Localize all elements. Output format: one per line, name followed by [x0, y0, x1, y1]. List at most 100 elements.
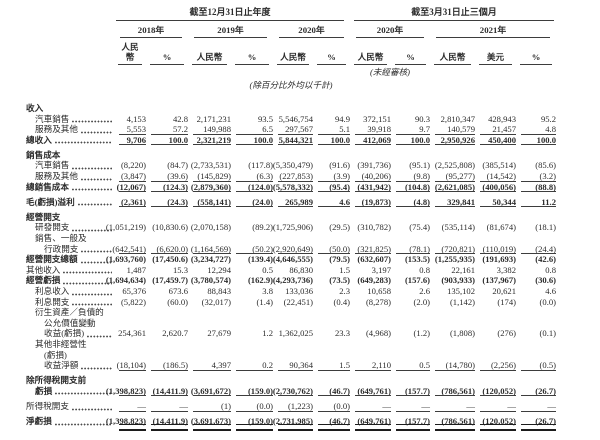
value-cell: (42.6)	[535, 254, 556, 265]
year-label: 2021年	[436, 25, 550, 38]
value-cell: (1.4)	[256, 296, 273, 307]
currency-unit-label: %	[150, 52, 184, 65]
value-cell: (2,621,085)	[430, 182, 475, 193]
currency-unit-label: 人民幣	[118, 42, 142, 65]
value-cell: 94.9	[334, 113, 350, 124]
leader-dots	[72, 120, 112, 124]
currency-unit-label: %	[235, 52, 269, 65]
value-cell: 39,918	[350, 124, 391, 135]
value-cell: 2,321,219	[188, 135, 231, 146]
value-cell: (157.6)	[404, 275, 430, 286]
row-label: 服務及其他	[26, 171, 114, 182]
value-cell: (321,825)	[350, 244, 391, 255]
value-cell: (120,052)	[475, 416, 516, 431]
value-cell: (0.0)	[313, 401, 350, 412]
row-label: 收益淨額	[26, 360, 114, 371]
value-cell: (120,052)	[475, 386, 516, 397]
value-cell: (29.5)	[329, 222, 350, 233]
value-cell: (2.0)	[413, 296, 430, 307]
value-cell: 20,621	[492, 286, 516, 296]
value-cell: (642,541)	[112, 243, 146, 254]
value-cell: (191,693)	[482, 254, 516, 265]
value-cell: (46.7)	[313, 386, 350, 397]
value-cell: (649,761)	[350, 386, 391, 397]
leader-dots	[77, 203, 112, 207]
value-cell: (145,829)	[188, 171, 231, 182]
value-cell: 3,197	[371, 264, 391, 275]
value-cell: 42.8	[172, 113, 188, 124]
value-cell: (91.6)	[329, 160, 350, 171]
row-label: 經營開支	[26, 211, 61, 222]
row-label: 銷售成本	[26, 149, 61, 160]
row-label: 汽車銷售	[26, 114, 114, 125]
value-cell: 5,553	[114, 124, 146, 135]
value-cell: 133,036	[285, 286, 313, 296]
value-cell: 265,989	[273, 197, 313, 208]
value-cell: (2,920,649)	[272, 243, 313, 254]
value-cell: (50.2)	[231, 244, 273, 255]
value-cell: (227,853)	[273, 171, 313, 182]
value-cell: (117.8)	[248, 160, 273, 171]
value-cell: 2.3	[339, 286, 350, 296]
value-cell: (1,142)	[449, 296, 475, 307]
value-cell: 3.8	[262, 286, 273, 296]
value-cell: (124.0)	[231, 182, 273, 193]
value-cell: (19,873)	[350, 197, 391, 208]
row-label: (虧損)	[44, 349, 67, 360]
financial-statement-table: 截至12月31日止年度 截至3月31日止三個月 2018年 2019年 2020年 2…	[26, 7, 586, 431]
value-cell: (4,968)	[365, 328, 391, 339]
table-row: 衍生資產／負債的	[26, 307, 586, 318]
value-cell: 90.3	[414, 113, 430, 124]
value-cell: 140,579	[430, 124, 475, 135]
value-cell: (649,283)	[357, 275, 391, 286]
value-cell: (3.2)	[516, 171, 556, 182]
row-label: 衍生資產／負債的	[35, 307, 104, 318]
value-cell: 9.7	[391, 124, 430, 135]
row-label: 淨虧損	[26, 416, 114, 427]
value-cell: 6.5	[231, 124, 273, 135]
year-row: 2018年 2019年 2020年 2020年 2021年	[26, 25, 586, 38]
value-cell: 4.6	[313, 197, 350, 208]
value-cell: 12,294	[207, 264, 231, 275]
value-cell: 0.8	[545, 264, 556, 275]
value-cell: (4.8)	[391, 197, 430, 208]
row-label: 除所得稅開支前	[26, 375, 87, 386]
leader-dots	[81, 250, 112, 254]
row-label: 服務及其他	[26, 124, 114, 135]
value-cell: 0.5	[262, 264, 273, 275]
leader-dots	[72, 292, 112, 296]
value-cell: 5.1	[313, 124, 350, 135]
value-cell: (73.5)	[329, 275, 350, 286]
value-cell: 3,382	[496, 264, 516, 275]
value-cell: —	[430, 401, 475, 412]
value-cell: 450,400	[475, 135, 516, 146]
value-cell: (8,220)	[120, 160, 146, 171]
table-row: 利息開支 (5,822) (60.0) (32,017) (1.4) (22,451) (0…	[26, 297, 586, 308]
value-cell: (24.0)	[231, 197, 273, 208]
value-cell: (14,411.9)	[146, 386, 188, 397]
value-cell: (5,578,332)	[272, 181, 313, 192]
value-cell: 15.3	[172, 264, 188, 275]
value-cell: 57.2	[146, 124, 188, 135]
row-label: 汽車銷售	[26, 160, 114, 171]
value-cell: (786,561)	[430, 416, 475, 431]
value-cell: 10,658	[367, 286, 391, 296]
value-cell: (39.6)	[146, 171, 188, 182]
row-label: 研發開支	[26, 222, 114, 233]
value-cell: (903,933)	[441, 275, 475, 286]
value-cell: —	[516, 401, 556, 412]
value-cell: (81,674)	[486, 222, 516, 233]
row-label: 收益(虧損)	[26, 328, 114, 339]
row-label: 公允價值變動	[44, 317, 96, 328]
value-cell: (2,733,531)	[190, 160, 231, 171]
value-cell: (310,782)	[357, 222, 391, 233]
table-row: 利息收入 65,376 673.6 88,843 3.8 133,036 2.3 10,658…	[26, 286, 586, 297]
value-cell: 11.2	[516, 197, 556, 208]
value-cell: (153.5)	[404, 254, 430, 265]
value-cell: (2,879,360)	[188, 182, 231, 193]
currency-unit-label: %	[317, 52, 346, 65]
unit-note-row: (除百分比外均以千計)	[26, 78, 586, 91]
table-row: 毛(虧損)溢利 (2,361) (24.3) (558,141) (24.0) 265,9…	[26, 197, 586, 208]
row-label: 行政開支	[26, 244, 114, 255]
currency-unit-label: 人民幣	[192, 52, 227, 65]
